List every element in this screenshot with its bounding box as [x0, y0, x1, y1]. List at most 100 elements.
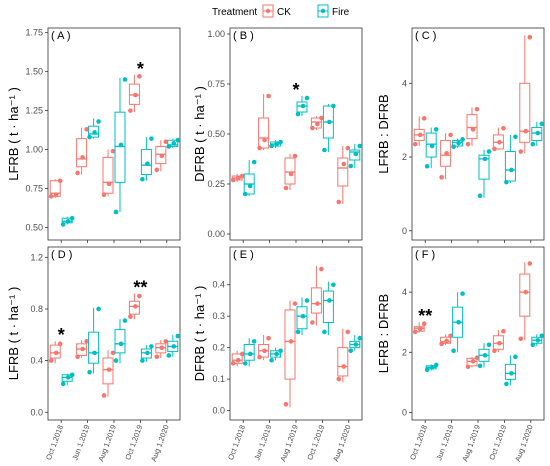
- legend-label-ck: CK: [277, 7, 291, 18]
- data-point: [57, 178, 63, 184]
- data-point: [84, 338, 89, 344]
- data-point: [163, 139, 169, 145]
- box-fire: [478, 154, 490, 180]
- y-tick-label: 0.4: [30, 356, 43, 366]
- data-point: [53, 192, 59, 198]
- data-point: [137, 74, 142, 79]
- box-ck: [519, 273, 531, 317]
- data-point: [474, 106, 480, 112]
- data-point: [163, 338, 169, 344]
- data-point: [166, 144, 172, 149]
- data-point: [242, 191, 248, 197]
- data-point: [295, 329, 301, 335]
- x-tick-label: Oct 1,2018: [408, 424, 429, 462]
- data-point: [87, 369, 92, 375]
- legend-label-fire: Fire: [332, 7, 350, 18]
- box-ck: [337, 157, 349, 187]
- data-point: [530, 141, 536, 147]
- data-point: [118, 341, 124, 347]
- box-ck: [258, 117, 270, 149]
- data-point: [75, 170, 80, 176]
- y-tick-label: 4: [402, 78, 407, 88]
- significance-marker: *: [137, 59, 144, 79]
- box-ck: [284, 309, 296, 380]
- data-point: [300, 313, 306, 319]
- box-fire: [504, 151, 516, 182]
- data-point: [509, 371, 514, 376]
- data-point: [322, 147, 327, 153]
- data-point: [140, 176, 145, 182]
- data-point: [504, 381, 509, 387]
- data-point: [283, 401, 289, 407]
- data-point: [269, 357, 274, 363]
- data-point: [421, 321, 427, 327]
- data-point: [75, 354, 80, 360]
- data-point: [159, 345, 165, 351]
- y-tick-label: 4: [402, 287, 407, 297]
- y-axis-label: LFRB : DFRB: [376, 94, 391, 173]
- data-point: [48, 358, 54, 363]
- data-point: [486, 149, 492, 154]
- data-point: [429, 143, 435, 149]
- data-point: [357, 143, 363, 149]
- panel-a: 0.50 0.75 1.00 1.25 1.50 1.75 LFRB ( t · ha⁻¹ …: [6, 27, 181, 243]
- data-point: [242, 361, 248, 366]
- data-point: [230, 361, 236, 366]
- x-tick-label: Aug 1,2020: [331, 424, 353, 463]
- y-tick-label: 0.3: [212, 311, 225, 321]
- y-axis-label: DFRB ( t · ha⁻¹ ): [192, 86, 207, 182]
- data-point: [145, 161, 150, 166]
- data-point: [509, 167, 514, 173]
- data-point: [477, 363, 483, 369]
- data-point: [92, 130, 97, 135]
- y-tick-label: 0.2: [212, 343, 225, 353]
- significance-marker: **: [133, 277, 147, 297]
- panel-label: ( C ): [415, 30, 436, 42]
- data-point: [456, 140, 461, 146]
- data-point: [444, 151, 449, 156]
- legend: Treatment CK Fire: [212, 4, 350, 18]
- y-tick-label: 1.50: [25, 67, 43, 77]
- data-point: [53, 350, 59, 356]
- data-point: [474, 355, 480, 361]
- data-point: [140, 358, 145, 363]
- y-tick-label: 0.8: [30, 304, 43, 314]
- y-tick-label: 0.25: [207, 179, 225, 189]
- data-point: [470, 127, 476, 132]
- data-point: [336, 376, 342, 382]
- data-point: [448, 132, 453, 138]
- y-tick-label: 0: [402, 226, 407, 236]
- legend-title: Treatment: [212, 7, 257, 18]
- data-point: [247, 183, 253, 189]
- data-point: [513, 134, 518, 140]
- data-point: [65, 218, 71, 224]
- data-point: [87, 134, 92, 140]
- data-point: [319, 266, 324, 272]
- y-tick-label: 1.00: [25, 145, 43, 155]
- panel-frame: [411, 246, 545, 421]
- y-tick-label: 1.25: [25, 106, 43, 116]
- data-point: [451, 144, 456, 150]
- data-point: [421, 116, 427, 121]
- data-point: [341, 161, 347, 167]
- data-point: [497, 340, 502, 346]
- panel-frame: [229, 246, 363, 421]
- data-point: [60, 381, 66, 387]
- data-point: [336, 199, 342, 205]
- data-point: [266, 93, 271, 99]
- data-point: [239, 351, 245, 357]
- data-point: [456, 319, 461, 325]
- panel-frame: [47, 27, 181, 241]
- data-point: [113, 209, 119, 215]
- data-point: [477, 193, 483, 199]
- data-point: [69, 215, 75, 221]
- x-tick-label: Jun 1,2019: [252, 424, 273, 462]
- data-point: [465, 364, 471, 370]
- significance-marker: *: [292, 80, 299, 100]
- data-point: [154, 167, 160, 173]
- data-point: [497, 139, 502, 145]
- data-point: [292, 153, 298, 159]
- data-point: [530, 342, 536, 348]
- data-point: [239, 173, 245, 179]
- data-point: [460, 137, 465, 142]
